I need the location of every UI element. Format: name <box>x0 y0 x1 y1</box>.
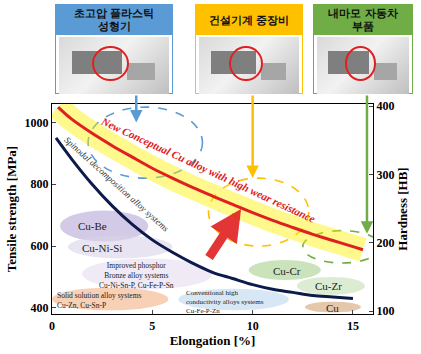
svg-text:10: 10 <box>247 319 259 333</box>
svg-text:0: 0 <box>49 319 55 333</box>
svg-text:600: 600 <box>30 239 48 253</box>
svg-text:Cu-Ni-Si: Cu-Ni-Si <box>82 242 122 254</box>
html-text:내마모 자동차 부품: 내마모 자동차 부품 <box>328 7 398 33</box>
html-text:초고압 플라스틱 성형기: 초고압 플라스틱 성형기 <box>73 7 155 33</box>
svg-text:400: 400 <box>30 301 48 315</box>
svg-text:Cu-Cr: Cu-Cr <box>273 265 301 277</box>
svg-text:Hardness [HB]: Hardness [HB] <box>395 167 410 250</box>
svg-text:15: 15 <box>347 319 359 333</box>
svg-text:400: 400 <box>377 99 395 113</box>
svg-text:Spinodal decomposition alloy s: Spinodal decomposition alloy systems <box>62 135 171 234</box>
svg-text:Elongation [%]: Elongation [%] <box>170 333 256 348</box>
svg-text:1000: 1000 <box>24 116 48 130</box>
svg-text:Tensile strength [MPa]: Tensile strength [MPa] <box>4 146 19 272</box>
svg-text:New Conceptual Cu alloy with h: New Conceptual Cu alloy with high wear r… <box>99 115 318 225</box>
html-text:건설기계 중장비: 건설기계 중장비 <box>208 13 290 27</box>
svg-text:200: 200 <box>377 236 395 250</box>
svg-text:Improved phosphorBronze alloy: Improved phosphorBronze alloy systemsCu-… <box>99 261 174 290</box>
svg-text:Cu-Be: Cu-Be <box>78 220 107 232</box>
svg-text:100: 100 <box>377 304 395 318</box>
svg-text:800: 800 <box>30 177 48 191</box>
svg-text:Conventional highconductivity: Conventional highconductivity alloys sys… <box>186 289 264 315</box>
svg-text:Cu-Zr: Cu-Zr <box>315 280 342 292</box>
svg-text:Cu: Cu <box>326 302 339 314</box>
svg-text:300: 300 <box>377 168 395 182</box>
svg-text:Solid solution alloy systemsCu: Solid solution alloy systemsCu-Zn, Cu-Sn… <box>57 291 141 310</box>
svg-text:5: 5 <box>149 319 155 333</box>
